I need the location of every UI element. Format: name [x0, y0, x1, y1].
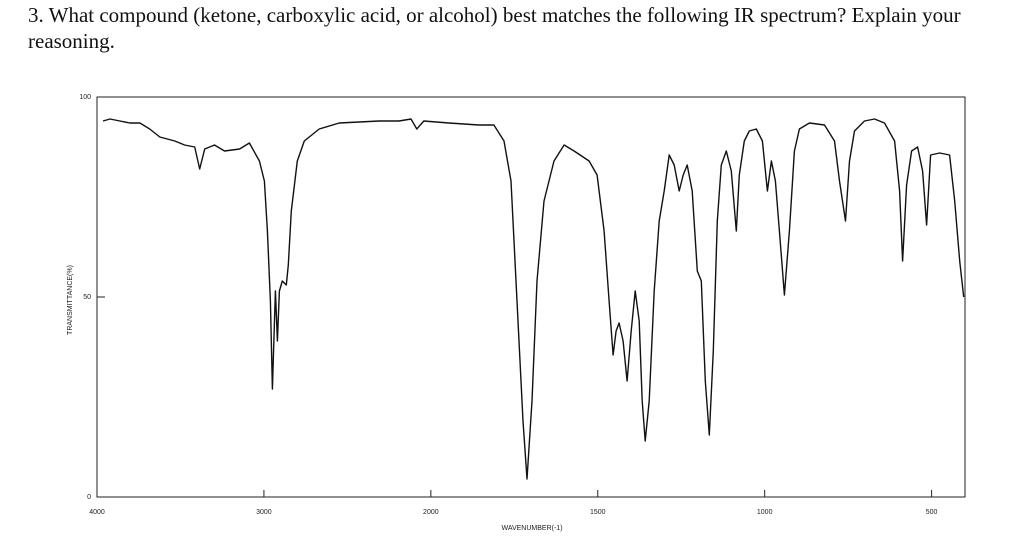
y-axis-label: TRANSMITTANCE(%): [67, 265, 74, 335]
x-tick-label: 3000: [256, 509, 272, 516]
x-tick-label: 1000: [757, 509, 773, 516]
plot-frame: [96, 96, 966, 498]
x-tick-label: 4000: [89, 509, 105, 516]
spectrum-line: [102, 118, 965, 480]
x-tick-label: 2000: [423, 509, 439, 516]
y-tick-label: 50: [83, 294, 91, 301]
y-tick-label: 100: [79, 94, 91, 101]
question-text: 3. What compound (ketone, carboxylic aci…: [28, 3, 961, 53]
y-tick-label: 0: [87, 494, 91, 501]
x-tick-label: 500: [926, 509, 938, 516]
x-tick-label: 1500: [590, 509, 606, 516]
x-axis-label: WAVENUMBER(-1): [501, 525, 562, 532]
